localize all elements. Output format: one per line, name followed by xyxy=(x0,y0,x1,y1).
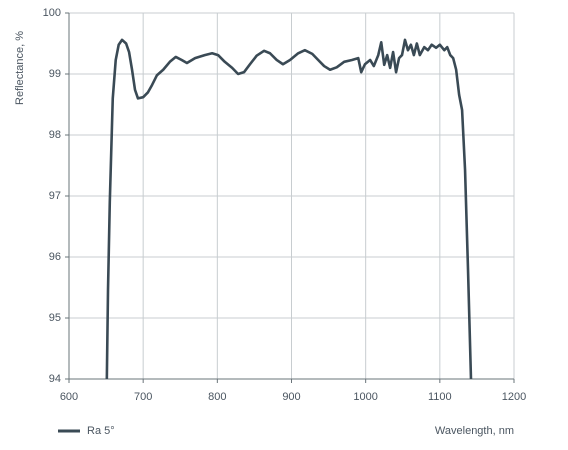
x-tick-label: 600 xyxy=(60,391,78,403)
y-tick-label: 100 xyxy=(43,7,61,19)
y-tick-label: 95 xyxy=(49,312,61,324)
x-tick-label: 1100 xyxy=(428,391,452,403)
x-tick-label: 900 xyxy=(282,391,300,403)
x-tick-label: 1000 xyxy=(353,391,377,403)
legend-label: Ra 5° xyxy=(87,425,115,437)
x-tick-label: 800 xyxy=(208,391,226,403)
y-axis-label: Reflectance, % xyxy=(14,31,26,105)
x-axis-label: Wavelength, nm xyxy=(435,425,514,437)
data-line xyxy=(105,38,473,380)
y-tick-label: 96 xyxy=(49,251,61,263)
y-tick-label: 97 xyxy=(49,190,61,202)
y-tick-label: 94 xyxy=(49,373,61,385)
y-tick-label: 98 xyxy=(49,129,61,141)
y-tick-label: 99 xyxy=(49,68,61,80)
x-tick-label: 1200 xyxy=(502,391,526,403)
x-tick-label: 700 xyxy=(134,391,152,403)
